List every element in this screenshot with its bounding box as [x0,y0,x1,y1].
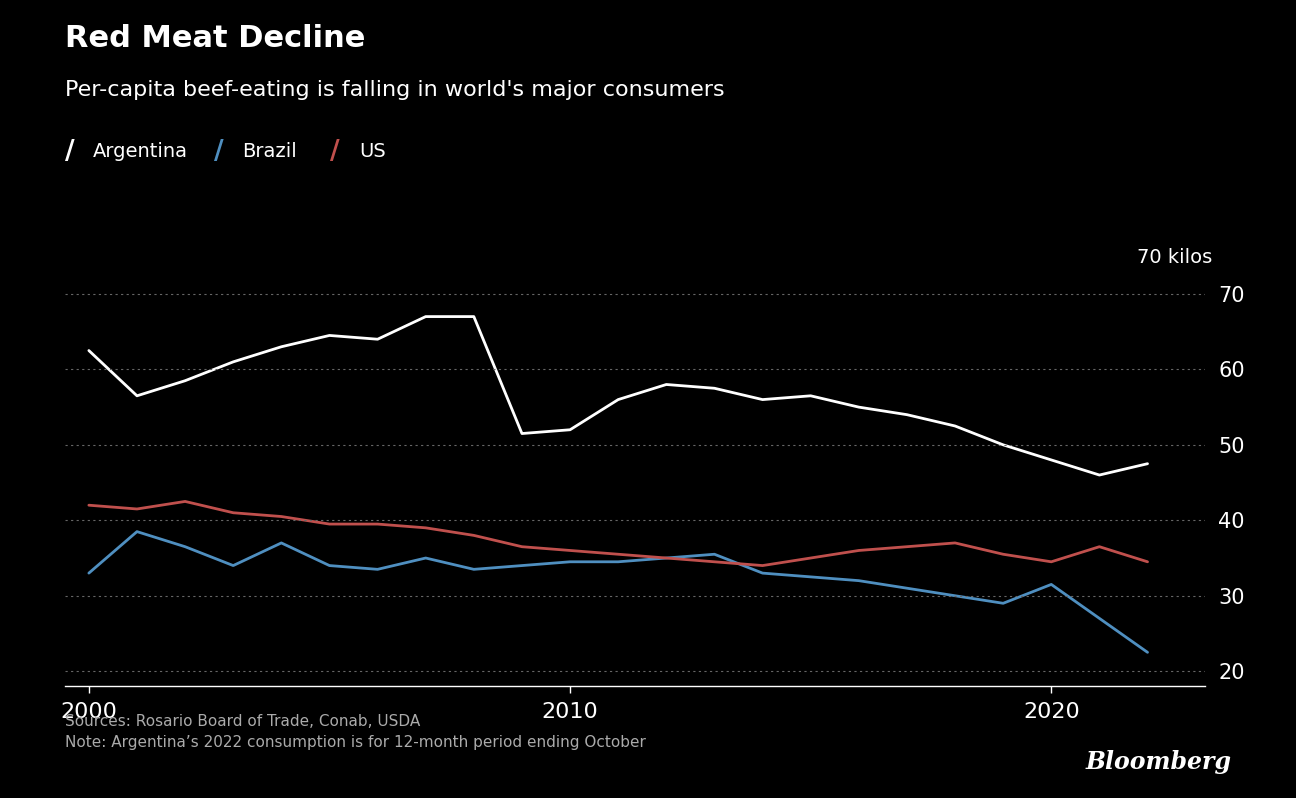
Text: Argentina: Argentina [93,142,188,161]
Text: /: / [214,139,223,164]
Text: Brazil: Brazil [242,142,297,161]
Text: /: / [330,139,340,164]
Text: Red Meat Decline: Red Meat Decline [65,24,365,53]
Text: Bloomberg: Bloomberg [1085,750,1231,774]
Text: Per-capita beef-eating is falling in world's major consumers: Per-capita beef-eating is falling in wor… [65,80,724,100]
Text: 70 kilos: 70 kilos [1137,248,1212,267]
Text: US: US [359,142,386,161]
Text: Sources: Rosario Board of Trade, Conab, USDA
Note: Argentina’s 2022 consumption : Sources: Rosario Board of Trade, Conab, … [65,714,645,750]
Text: /: / [65,139,74,164]
